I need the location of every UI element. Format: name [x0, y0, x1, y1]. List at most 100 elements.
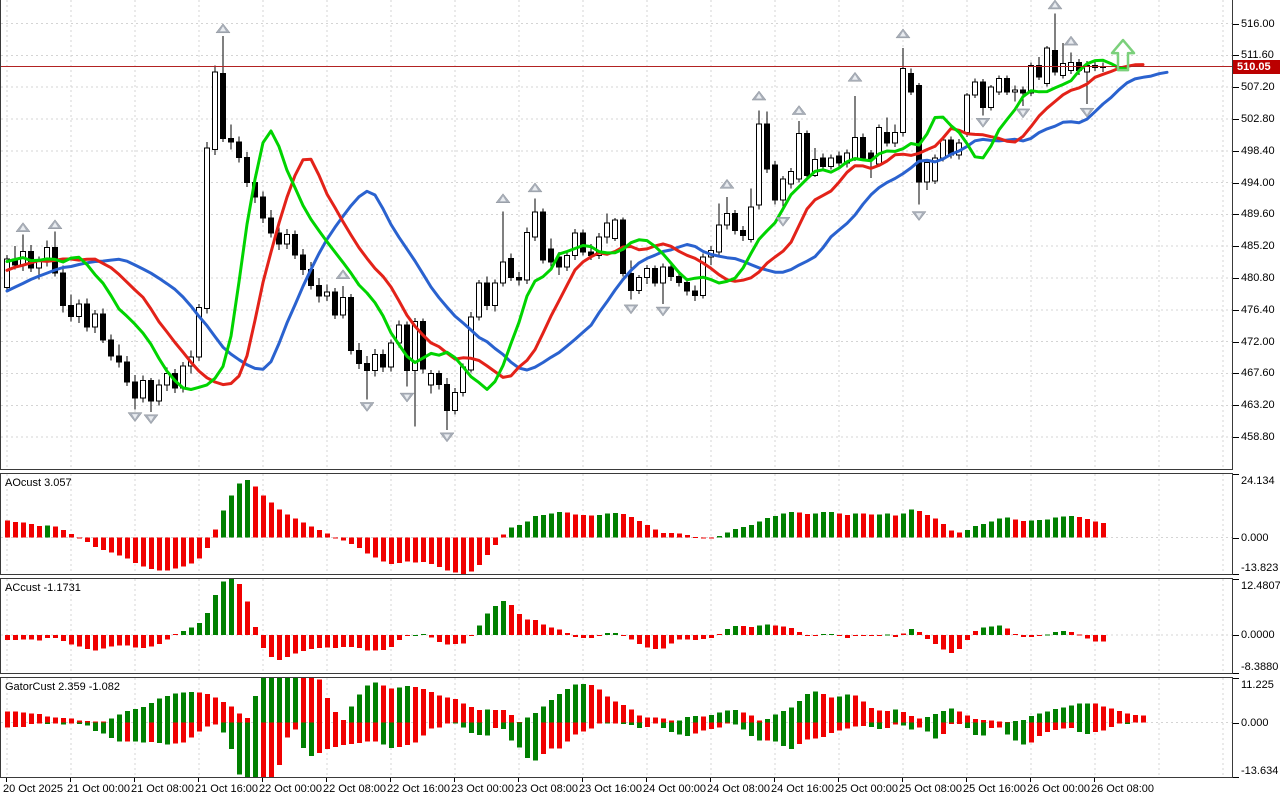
histogram-bar	[781, 711, 786, 723]
price-axis[interactable]: 510.05 516.00 511.60 507.20 502.80 498.40 494…	[1233, 0, 1280, 778]
histogram-bar	[205, 612, 210, 636]
candle	[284, 228, 290, 250]
histogram-bar	[309, 635, 314, 650]
histogram-bar	[853, 722, 858, 727]
price-chart-canvas[interactable]	[1, 0, 1232, 468]
ao-indicator-canvas[interactable]	[1, 474, 1232, 574]
candle	[740, 225, 746, 242]
histogram-bar	[533, 712, 538, 723]
price-chart-panel[interactable]	[0, 0, 1233, 470]
candle	[412, 317, 418, 427]
histogram-bar	[949, 708, 954, 723]
candle	[276, 227, 282, 250]
candle	[156, 379, 162, 406]
histogram-bar	[1061, 516, 1066, 538]
histogram-bar	[93, 721, 98, 723]
ao-indicator-panel[interactable]: AOcust 3.057	[0, 473, 1233, 575]
histogram-bar	[653, 635, 658, 650]
histogram-bar	[869, 635, 874, 637]
candle	[124, 356, 130, 386]
histogram-bar	[773, 714, 778, 723]
histogram-bar	[197, 537, 202, 559]
histogram-bar	[861, 701, 866, 723]
histogram-bar	[805, 514, 810, 538]
histogram-bar	[837, 635, 842, 637]
histogram-bar	[109, 718, 114, 723]
candle	[572, 228, 578, 260]
histogram-bar	[1077, 703, 1082, 723]
histogram-bar	[813, 635, 818, 637]
gator-indicator-canvas[interactable]	[1, 678, 1232, 777]
candle	[732, 210, 738, 235]
price-axis-label: 502.80	[1241, 113, 1275, 125]
histogram-bar	[189, 722, 194, 738]
histogram-bar	[253, 722, 258, 777]
histogram-bar	[221, 581, 226, 636]
histogram-bar	[981, 523, 986, 538]
histogram-bar	[853, 695, 858, 723]
histogram-bar	[541, 706, 546, 723]
histogram-bar	[717, 535, 722, 538]
candle	[860, 133, 866, 161]
time-axis-tick	[454, 778, 455, 782]
histogram-bar	[1029, 716, 1034, 723]
histogram-bar	[477, 537, 482, 566]
histogram-bar	[933, 714, 938, 723]
histogram-bar	[501, 534, 506, 538]
ac-indicator-canvas[interactable]	[1, 579, 1232, 673]
histogram-bar	[333, 537, 338, 539]
histogram-bar	[893, 635, 898, 637]
time-axis-label: 22 Oct 16:00	[387, 783, 450, 795]
histogram-bar	[205, 722, 210, 727]
histogram-bar	[669, 532, 674, 538]
histogram-bar	[1061, 707, 1066, 723]
histogram-bar	[597, 514, 602, 538]
histogram-bar	[397, 687, 402, 723]
fractal-up-icon	[215, 23, 231, 34]
candle	[108, 334, 114, 361]
histogram-bar	[45, 716, 50, 723]
histogram-bar	[1037, 722, 1042, 737]
histogram-bar	[845, 514, 850, 538]
candle	[804, 130, 810, 179]
histogram-bar	[381, 537, 386, 562]
histogram-bar	[1021, 635, 1026, 638]
histogram-bar	[413, 634, 418, 636]
candle	[148, 377, 154, 412]
histogram-bar	[333, 722, 338, 748]
indicator-axis-label: 0.0000	[1241, 629, 1275, 641]
histogram-bar	[173, 722, 178, 744]
time-axis-label: 23 Oct 16:00	[579, 783, 642, 795]
histogram-bar	[805, 635, 810, 637]
histogram-bar	[133, 537, 138, 564]
ac-indicator-panel[interactable]: ACcust -1.1731	[0, 578, 1233, 674]
histogram-bar	[429, 635, 434, 638]
histogram-bar	[125, 722, 130, 742]
histogram-bar	[357, 537, 362, 549]
time-axis[interactable]: 20 Oct 2025 21 Oct 00:00 21 Oct 08:00 21 Oc…	[0, 778, 1233, 800]
candle	[196, 304, 202, 362]
time-axis-tick	[518, 778, 519, 782]
histogram-bar	[829, 697, 834, 723]
histogram-bar	[141, 722, 146, 743]
fractal-up-icon	[1063, 35, 1079, 46]
histogram-bar	[213, 595, 218, 636]
histogram-bar	[749, 715, 754, 723]
histogram-bar	[413, 722, 418, 743]
candle	[428, 369, 434, 394]
histogram-bar	[877, 514, 882, 538]
histogram-bar	[1101, 635, 1106, 642]
indicator-axis-label: 11.225	[1241, 679, 1274, 691]
histogram-bar	[517, 524, 522, 538]
histogram-bar	[101, 635, 106, 649]
histogram-bar	[405, 537, 410, 562]
candle	[332, 288, 338, 320]
histogram-bar	[661, 635, 666, 649]
histogram-bar	[77, 720, 82, 723]
histogram-bar	[85, 537, 90, 543]
histogram-bar	[773, 515, 778, 538]
histogram-bar	[1053, 722, 1058, 731]
histogram-bar	[389, 537, 394, 565]
gator-indicator-panel[interactable]: GatorCust 2.359 -1.082	[0, 677, 1233, 778]
histogram-bar	[733, 625, 738, 636]
